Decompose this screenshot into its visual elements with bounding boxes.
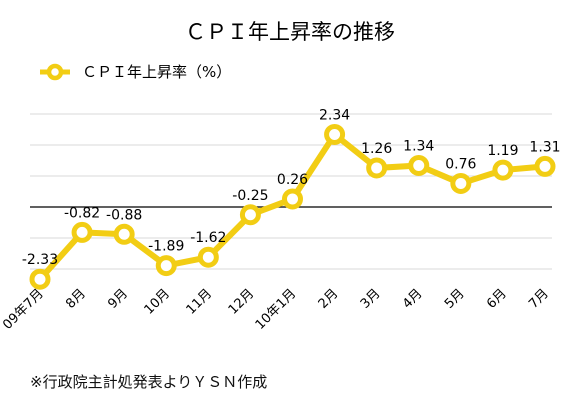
data-point xyxy=(366,157,388,179)
x-tick-label: 7月 xyxy=(526,286,552,312)
data-label: -0.82 xyxy=(64,205,100,221)
legend-marker xyxy=(46,63,64,81)
x-tick-label: 9月 xyxy=(105,286,131,312)
x-tick-label: 3月 xyxy=(358,286,384,312)
data-label: -0.25 xyxy=(232,188,268,204)
data-point xyxy=(197,246,219,268)
x-tick-label: 11月 xyxy=(184,286,215,317)
data-labels: -2.33 -0.82 -0.88 -1.89 -1.62 -0.25 0.26 2.34 1.… xyxy=(22,107,561,268)
data-point xyxy=(324,123,346,145)
data-point xyxy=(155,255,177,277)
data-point xyxy=(282,188,303,210)
data-label: 1.26 xyxy=(361,141,392,157)
x-tick-label: 10月 xyxy=(142,286,173,317)
data-label: 0.76 xyxy=(445,156,476,172)
data-point xyxy=(239,204,261,226)
x-tick-label: 09年7月 xyxy=(0,286,47,333)
x-tick-label: 2月 xyxy=(316,286,342,312)
legend: ＣＰＩ年上昇率（%） xyxy=(40,63,231,81)
data-label: 2.34 xyxy=(319,107,350,123)
series-cpi xyxy=(29,123,556,290)
data-point xyxy=(71,221,93,243)
x-tick-label: 4月 xyxy=(400,286,426,312)
data-label: 0.26 xyxy=(277,172,308,188)
data-label: 1.19 xyxy=(487,143,518,159)
data-label: -0.88 xyxy=(106,207,142,223)
x-tick-label: 12月 xyxy=(226,286,257,317)
x-tick-label: 8月 xyxy=(63,286,89,312)
source-note: ※行政院主計処発表よりＹＳＮ作成 xyxy=(30,373,268,391)
x-tick-label: 10年1月 xyxy=(253,286,300,333)
data-point xyxy=(492,159,514,181)
data-point xyxy=(29,268,51,290)
legend-label: ＣＰＩ年上昇率（%） xyxy=(82,63,231,81)
data-point xyxy=(534,155,556,177)
data-point xyxy=(408,154,430,176)
chart-title: ＣＰＩ年上昇率の推移 xyxy=(185,20,395,44)
data-label: -1.89 xyxy=(148,239,184,255)
data-point xyxy=(450,172,472,194)
data-label: 1.34 xyxy=(403,138,434,154)
data-label: 1.31 xyxy=(529,139,560,155)
x-tick-label: 6月 xyxy=(484,286,510,312)
data-label: -1.62 xyxy=(190,230,226,246)
data-label: -2.33 xyxy=(22,252,58,268)
data-point xyxy=(113,223,135,245)
x-tick-label: 5月 xyxy=(442,286,468,312)
